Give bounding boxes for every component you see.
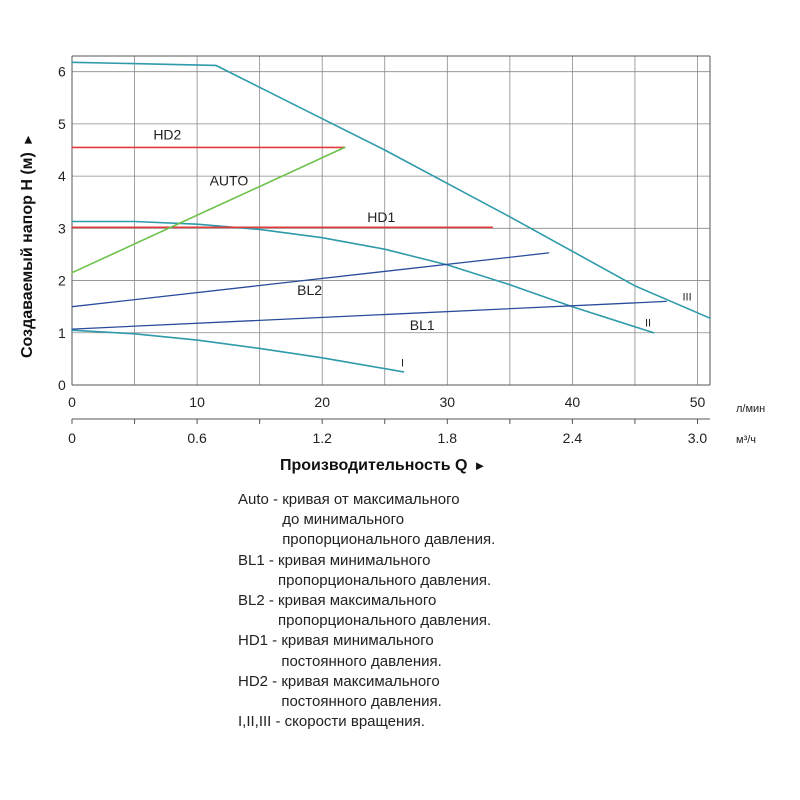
legend-key: I,II,III -	[238, 713, 285, 731]
legend-item: Auto - кривая от максимального до минимал…	[238, 490, 495, 551]
legend-key: HD1 -	[238, 632, 282, 650]
legend-description: кривая минимального пропорционального дав…	[278, 551, 491, 591]
curve-label-hd2: HD2	[153, 127, 181, 143]
legend-description-line: кривая минимального	[278, 551, 431, 569]
legend-item: BL2 - кривая максимального пропорциональн…	[238, 591, 495, 631]
x-unit-primary: л/мин	[736, 403, 765, 415]
x-axis-arrow: ►	[473, 458, 486, 473]
curve-label-bl2: BL2	[297, 282, 322, 298]
curve-ii	[71, 220, 655, 334]
curve-i	[71, 329, 405, 373]
y-tick-label: 3	[58, 220, 66, 236]
legend-description-line: постоянного давления.	[281, 652, 442, 670]
x-unit-secondary: м³/ч	[736, 434, 756, 446]
legend-key: BL1 -	[238, 551, 279, 569]
curve-auto	[71, 146, 346, 274]
y-tick-label: 0	[58, 377, 66, 393]
x2-tick-label: 2.4	[563, 430, 583, 446]
y-tick-label: 5	[58, 116, 66, 132]
curve-bl2	[71, 252, 550, 308]
x2-tick-label: 3.0	[688, 430, 708, 446]
legend-description: скорости вращения.	[285, 712, 425, 732]
legend-description-line: пропорционального давления.	[278, 571, 492, 589]
legend-key: HD2 -	[238, 672, 282, 690]
axes	[71, 55, 711, 424]
y-tick-label: 1	[58, 325, 66, 341]
curve-bl1	[71, 300, 667, 330]
x2-tick-label: 0	[68, 430, 76, 446]
legend-description-line: кривая от максимального	[282, 491, 460, 508]
curve-label-bl1: BL1	[410, 317, 435, 333]
legend-item: HD1 - кривая минимального постоянного дав…	[238, 631, 495, 671]
x-tick-label: 20	[314, 394, 330, 410]
curve-label-ii: II	[645, 318, 651, 330]
x-axis-title: Производительность Q ►	[280, 457, 486, 474]
x-tick-label: 30	[440, 394, 456, 410]
legend: Auto - кривая от максимального до минимал…	[238, 490, 495, 732]
curve-label-i: I	[401, 358, 404, 370]
grid	[71, 56, 710, 386]
legend-description-line: кривая минимального	[281, 632, 434, 650]
curve-label-iii: III	[682, 291, 691, 303]
legend-description: кривая от максимального до минимального пр…	[282, 490, 495, 551]
legend-description-line: кривая максимального	[278, 592, 437, 610]
x2-tick-label: 0.6	[187, 430, 207, 446]
legend-description-line: кривая максимального	[281, 672, 440, 690]
legend-description-line: пропорционального давления.	[282, 531, 496, 549]
series-layer	[71, 61, 711, 373]
y-tick-label: 4	[58, 168, 66, 184]
legend-key: Auto -	[238, 491, 283, 508]
x2-tick-label: 1.8	[438, 430, 458, 446]
x-tick-label: 50	[690, 394, 706, 410]
x-tick-label: 10	[189, 394, 205, 410]
x-tick-label: 0	[68, 394, 76, 410]
legend-description: кривая максимального пропорционального да…	[278, 591, 491, 631]
tick-labels: 0 1 2 3 4 5 6 0 10 20 30 40 50 0 0.6 1.2 1.8 2.4 3.0	[58, 64, 707, 446]
x-tick-label: 40	[565, 394, 581, 410]
x2-tick-label: 1.2	[312, 430, 332, 446]
curve-label-auto: AUTO	[210, 173, 249, 189]
curve-label-hd1: HD1	[367, 209, 395, 225]
legend-description: кривая минимального постоянного давления.	[281, 631, 441, 671]
legend-key: BL2 -	[238, 592, 279, 610]
legend-item: BL1 - кривая минимального пропорционально…	[238, 551, 495, 591]
legend-description-line: до минимального	[282, 511, 405, 529]
legend-item: HD2 - кривая максимального постоянного да…	[238, 672, 495, 712]
y-tick-label: 2	[58, 273, 66, 289]
legend-description-line: пропорционального давления.	[278, 612, 492, 630]
legend-description: кривая максимального постоянного давления…	[281, 672, 441, 712]
curve-iii	[71, 61, 711, 320]
y-axis-arrow: ►	[20, 133, 35, 146]
legend-description-line: скорости вращения.	[284, 713, 425, 731]
legend-description-line: постоянного давления.	[281, 693, 442, 711]
y-axis-title: Создаваемый напор H (м)►	[19, 133, 36, 358]
legend-item: I,II,III - скорости вращения.	[238, 712, 495, 732]
y-tick-label: 6	[58, 64, 66, 80]
